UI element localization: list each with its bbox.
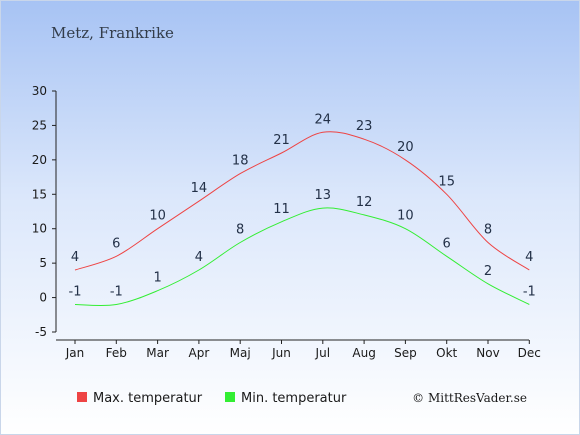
- min-data-label: 4: [195, 250, 203, 265]
- x-tick-label: Dec: [518, 346, 541, 360]
- min-data-label: 12: [356, 195, 373, 210]
- y-tick-label: 5: [39, 256, 47, 270]
- min-data-label: 6: [443, 236, 451, 251]
- max-data-label: 4: [71, 250, 79, 265]
- y-tick-label: 20: [32, 153, 47, 167]
- series-lines: [74, 131, 530, 307]
- max-data-label: 21: [273, 133, 290, 148]
- legend-swatch-min: [225, 392, 235, 402]
- y-tick-label: -5: [35, 325, 47, 339]
- x-tick-label: Maj: [230, 346, 251, 360]
- min-data-label: -1: [69, 284, 82, 299]
- y-tick-label: 30: [32, 84, 47, 98]
- x-tick-label: Nov: [476, 346, 499, 360]
- x-tick-label: Mar: [146, 346, 169, 360]
- max-data-label: 10: [149, 209, 166, 224]
- y-tick-label: 15: [32, 187, 47, 201]
- legend: Max. temperatur Min. temperatur: [77, 391, 347, 406]
- axes: [55, 91, 529, 341]
- min-data-label: 10: [397, 209, 414, 224]
- max-data-label: 23: [356, 119, 373, 134]
- max-data-label: 20: [397, 140, 414, 155]
- min-data-label: 2: [484, 264, 492, 279]
- y-tick-label: 10: [32, 222, 47, 236]
- legend-swatch-max: [77, 392, 87, 402]
- x-tick-label: Feb: [106, 346, 127, 360]
- min-data-label: -1: [523, 284, 536, 299]
- max-data-label: 4: [525, 250, 533, 265]
- max-data-label: 15: [438, 174, 455, 189]
- x-tick-label: Jan: [65, 346, 85, 360]
- x-tick-label: Sep: [394, 346, 417, 360]
- min-data-label: 8: [236, 222, 244, 237]
- min-data-label: 1: [153, 271, 161, 286]
- max-data-label: 8: [484, 222, 492, 237]
- max-data-label: 24: [315, 112, 332, 127]
- legend-label-max: Max. temperatur: [93, 391, 203, 406]
- min-temperature-line: [74, 207, 530, 307]
- x-tick-label: Aug: [352, 346, 375, 360]
- y-ticks: -5 0 5 10 15 20 25 30: [32, 84, 56, 339]
- x-tick-label: Jun: [271, 346, 291, 360]
- legend-label-min: Min. temperatur: [241, 391, 347, 406]
- x-tick-label: Apr: [189, 346, 210, 360]
- min-data-label: 11: [273, 202, 290, 217]
- max-temperature-line: [74, 131, 530, 271]
- x-tick-label: Okt: [436, 346, 457, 360]
- y-tick-label: 0: [39, 291, 47, 305]
- x-tick-label: Jul: [315, 346, 330, 360]
- max-data-label: 14: [191, 181, 208, 196]
- min-data-label: -1: [110, 284, 123, 299]
- y-tick-label: 25: [32, 118, 47, 132]
- chart-title: Metz, Frankrike: [51, 24, 174, 42]
- min-data-label: 13: [315, 188, 332, 203]
- x-ticks: Jan Feb Mar Apr Maj Jun Jul Aug Sep Okt Nov Dec: [65, 340, 541, 360]
- max-data-label: 18: [232, 154, 249, 169]
- credit-text: © MittResVader.se: [412, 391, 527, 405]
- max-data-label: 6: [112, 236, 120, 251]
